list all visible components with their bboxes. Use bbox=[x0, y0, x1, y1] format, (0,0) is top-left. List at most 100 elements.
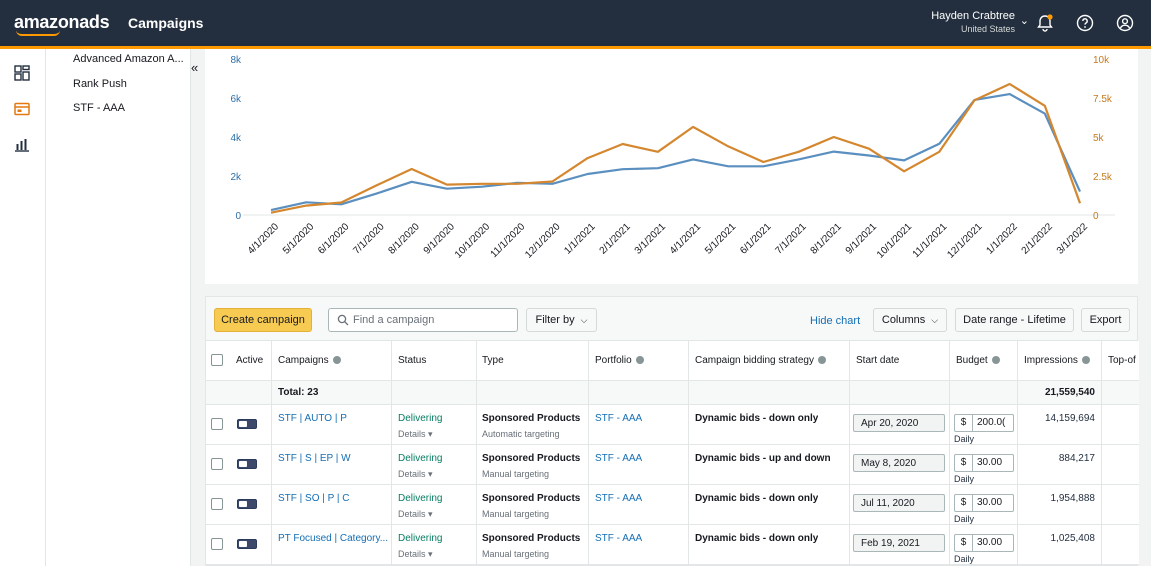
info-icon[interactable] bbox=[332, 356, 341, 364]
campaign-name-link[interactable]: STF | AUTO | P bbox=[278, 413, 347, 424]
details-dropdown[interactable]: Details ▾ bbox=[398, 429, 433, 439]
y-left-tick-label: 2k bbox=[230, 172, 242, 183]
campaign-manager-icon[interactable] bbox=[13, 100, 33, 120]
budget-input[interactable]: $30.00 bbox=[954, 494, 1014, 512]
column-header-impressions[interactable]: Impressions bbox=[1024, 355, 1090, 366]
budget-input[interactable]: $30.00 bbox=[954, 454, 1014, 472]
top-nav-bar: amazonads Campaigns Hayden Crabtree Unit… bbox=[0, 0, 1151, 46]
active-toggle[interactable] bbox=[237, 419, 257, 429]
portfolio-sidebar: Advanced Amazon A... Rank Push STF - AAA bbox=[46, 49, 191, 566]
bidding-strategy[interactable]: Dynamic bids - down only bbox=[695, 533, 819, 544]
active-toggle[interactable] bbox=[237, 499, 257, 509]
bell-icon[interactable] bbox=[1035, 13, 1055, 33]
reports-icon[interactable] bbox=[13, 136, 33, 156]
budget-input[interactable]: $30.00 bbox=[954, 534, 1014, 552]
column-header-campaigns[interactable]: Campaigns bbox=[278, 355, 341, 366]
campaign-name-link[interactable]: STF | SO | P | C bbox=[278, 493, 350, 504]
impressions-value: 884,217 bbox=[1058, 453, 1095, 464]
active-toggle[interactable] bbox=[237, 459, 257, 469]
bidding-strategy[interactable]: Dynamic bids - up and down bbox=[695, 453, 831, 464]
chevron-down-icon: ⌵ bbox=[931, 314, 939, 325]
column-divider bbox=[391, 341, 392, 565]
sidebar-item-rank-push[interactable]: Rank Push bbox=[73, 78, 127, 90]
help-icon[interactable] bbox=[1075, 13, 1095, 33]
y-left-tick-label: 0 bbox=[235, 211, 241, 222]
x-tick-label: 11/1/2021 bbox=[911, 221, 950, 260]
info-icon[interactable] bbox=[635, 356, 644, 364]
sidebar-item-stf-aaa[interactable]: STF - AAA bbox=[73, 102, 125, 114]
column-label-campaigns: Campaigns bbox=[278, 355, 329, 366]
budget-type: Daily bbox=[954, 434, 975, 444]
x-tick-label: 6/1/2021 bbox=[738, 221, 774, 257]
x-tick-label: 1/1/2021 bbox=[562, 221, 598, 257]
column-header-active[interactable]: Active bbox=[236, 355, 264, 366]
total-row: Total: 23 21,559,540 bbox=[206, 381, 1139, 405]
dashboard-icon[interactable] bbox=[13, 64, 33, 84]
create-campaign-button[interactable]: Create campaign bbox=[214, 308, 312, 332]
campaign-name-link[interactable]: STF | S | EP | W bbox=[278, 453, 351, 464]
date-range-button[interactable]: Date range - Lifetime bbox=[955, 308, 1074, 332]
x-tick-label: 1/1/2022 bbox=[984, 221, 1020, 257]
campaigns-table-panel: Create campaign Filter by ⌵ Hide chart C… bbox=[205, 296, 1139, 566]
info-icon[interactable] bbox=[991, 356, 1000, 364]
start-date-field[interactable]: Apr 20, 2020 bbox=[853, 414, 945, 432]
row-checkbox[interactable] bbox=[211, 498, 223, 510]
export-button[interactable]: Export bbox=[1081, 308, 1130, 332]
columns-button[interactable]: Columns ⌵ bbox=[873, 308, 947, 332]
start-date-field[interactable]: May 8, 2020 bbox=[853, 454, 945, 472]
targeting-type: Manual targeting bbox=[482, 549, 550, 559]
sidebar-item-advanced-amazon[interactable]: Advanced Amazon A... bbox=[73, 53, 184, 65]
column-divider bbox=[271, 341, 272, 565]
x-tick-label: 8/1/2020 bbox=[387, 221, 423, 257]
x-tick-label: 12/1/2020 bbox=[523, 221, 563, 261]
column-header-portfolio[interactable]: Portfolio bbox=[595, 355, 644, 366]
info-icon[interactable] bbox=[817, 356, 826, 364]
details-dropdown[interactable]: Details ▾ bbox=[398, 509, 433, 519]
y-left-tick-label: 6k bbox=[230, 94, 242, 105]
status-text: Delivering bbox=[398, 453, 443, 464]
details-dropdown[interactable]: Details ▾ bbox=[398, 469, 433, 479]
amazon-ads-logo[interactable]: amazonads bbox=[14, 12, 110, 32]
y-left-tick-label: 4k bbox=[230, 133, 242, 144]
x-tick-label: 5/1/2021 bbox=[703, 221, 739, 257]
collapse-sidebar-icon[interactable]: « bbox=[191, 60, 199, 75]
column-header-budget[interactable]: Budget bbox=[956, 355, 1000, 366]
campaign-name-link[interactable]: PT Focused | Category... bbox=[278, 533, 389, 544]
bidding-strategy[interactable]: Dynamic bids - down only bbox=[695, 493, 819, 504]
user-account-icon[interactable] bbox=[1115, 13, 1135, 33]
chevron-down-icon[interactable]: ⌄ bbox=[1019, 15, 1029, 27]
portfolio-link[interactable]: STF - AAA bbox=[595, 453, 643, 464]
impressions-value: 1,025,408 bbox=[1050, 533, 1096, 544]
row-checkbox[interactable] bbox=[211, 538, 223, 550]
column-header-start-date[interactable]: Start date bbox=[856, 355, 900, 366]
portfolio-link[interactable]: STF - AAA bbox=[595, 493, 643, 504]
budget-amount: 30.00 bbox=[977, 537, 1003, 548]
column-header-bidding-strategy[interactable]: Campaign bidding strategy bbox=[695, 355, 826, 366]
chevron-down-icon: ⌵ bbox=[580, 314, 588, 325]
table-toolbar: Create campaign Filter by ⌵ Hide chart C… bbox=[206, 297, 1137, 341]
column-divider bbox=[949, 341, 950, 565]
account-switcher[interactable]: Hayden Crabtree United States bbox=[931, 10, 1015, 34]
select-all-checkbox[interactable] bbox=[211, 354, 223, 366]
budget-input[interactable]: $200.0( bbox=[954, 414, 1014, 432]
row-checkbox[interactable] bbox=[211, 418, 223, 430]
details-dropdown[interactable]: Details ▾ bbox=[398, 549, 433, 559]
start-date-field[interactable]: Feb 19, 2021 bbox=[853, 534, 945, 552]
info-icon[interactable] bbox=[1081, 356, 1090, 364]
bidding-strategy[interactable]: Dynamic bids - down only bbox=[695, 413, 819, 424]
budget-amount: 200.0( bbox=[977, 417, 1006, 428]
filter-by-button[interactable]: Filter by ⌵ bbox=[526, 308, 597, 332]
active-toggle[interactable] bbox=[237, 539, 257, 549]
portfolio-link[interactable]: STF - AAA bbox=[595, 413, 643, 424]
portfolio-link[interactable]: STF - AAA bbox=[595, 533, 643, 544]
start-date-field[interactable]: Jul 11, 2020 bbox=[853, 494, 945, 512]
search-input[interactable] bbox=[353, 313, 513, 327]
x-tick-label: 10/1/2020 bbox=[453, 221, 493, 261]
column-header-status[interactable]: Status bbox=[398, 355, 427, 366]
user-country: United States bbox=[960, 24, 1015, 34]
column-header-type[interactable]: Type bbox=[482, 355, 504, 366]
hide-chart-link[interactable]: Hide chart bbox=[810, 315, 861, 327]
row-checkbox[interactable] bbox=[211, 458, 223, 470]
budget-amount: 30.00 bbox=[977, 457, 1003, 468]
column-header-top-of-search[interactable]: Top-of bbox=[1108, 355, 1136, 366]
